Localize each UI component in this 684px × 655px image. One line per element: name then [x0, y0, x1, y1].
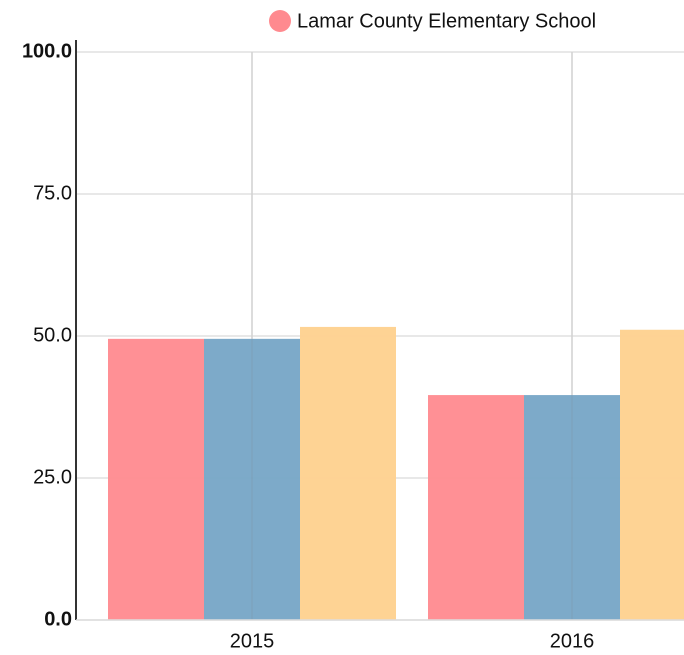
x-tick-label: 2015 — [230, 630, 275, 652]
bar — [108, 338, 204, 620]
bar — [428, 395, 524, 620]
x-tick-label: 2016 — [550, 630, 595, 652]
bar — [204, 338, 300, 620]
bar — [300, 326, 396, 620]
y-tick-label: 75.0 — [33, 182, 72, 204]
y-tick-label: 50.0 — [33, 324, 72, 346]
y-tick-label: 0.0 — [44, 608, 72, 630]
legend-marker — [269, 10, 291, 32]
bar — [524, 395, 620, 620]
y-tick-label: 25.0 — [33, 466, 72, 488]
legend-label: Lamar County Elementary School — [297, 10, 596, 32]
bar — [620, 329, 684, 620]
y-tick-label: 100.0 — [22, 40, 72, 62]
